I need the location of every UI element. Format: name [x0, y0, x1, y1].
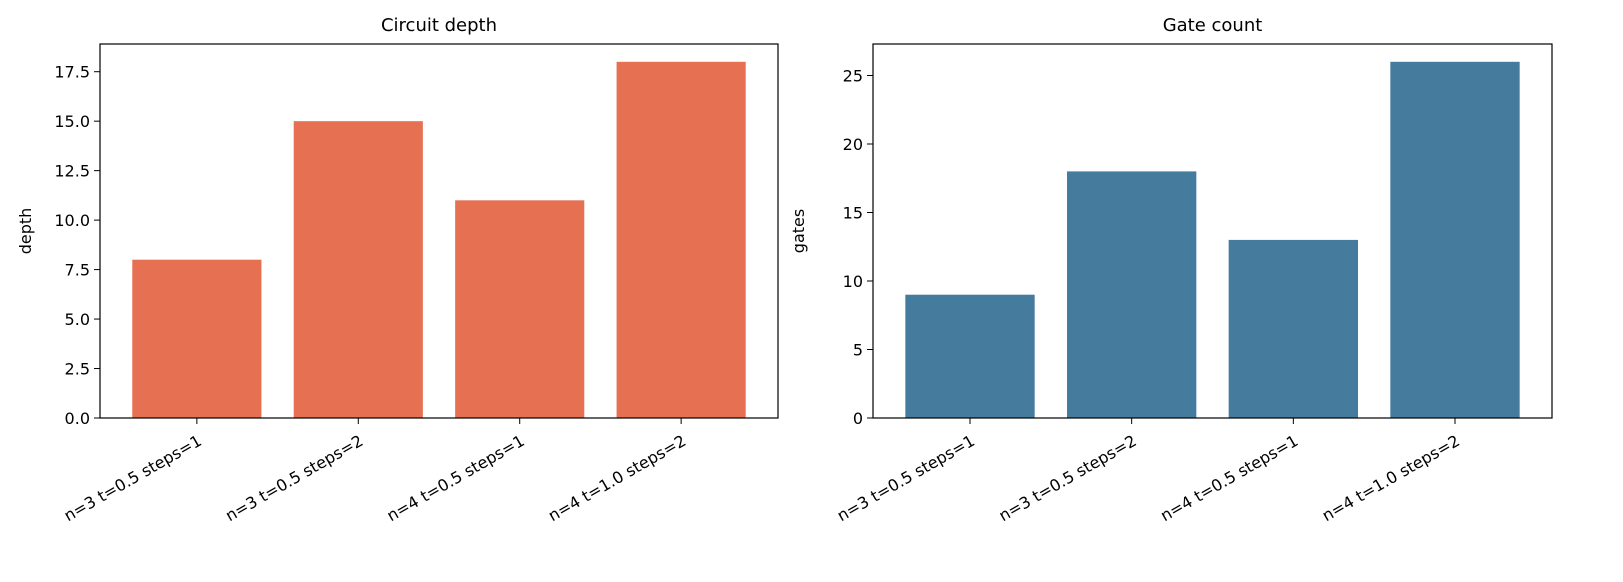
bar	[1390, 61, 1520, 419]
y-tick-label: 15.0	[54, 112, 90, 131]
y-tick-label: 10	[843, 272, 863, 291]
y-tick-label: 10.0	[54, 211, 90, 230]
y-tick-label: 25	[843, 67, 863, 86]
y-tick-label: 0.0	[65, 409, 90, 428]
axes-frame	[872, 43, 1553, 419]
x-tick-label: n=3 t=0.5 steps=1	[61, 431, 205, 525]
bar	[293, 121, 423, 418]
y-axis-label: gates	[789, 209, 808, 253]
x-tick-label: n=3 t=0.5 steps=2	[222, 431, 366, 525]
x-tick-label: n=3 t=0.5 steps=2	[995, 431, 1139, 525]
y-tick-label: 17.5	[54, 63, 90, 82]
y-tick-label: 0	[853, 409, 863, 428]
y-tick-label: 5	[853, 341, 863, 360]
x-tick-label: n=3 t=0.5 steps=1	[834, 431, 978, 525]
chart-title: Gate count	[1163, 15, 1263, 36]
y-tick-label: 15	[843, 204, 863, 223]
y-tick-label: 5.0	[65, 310, 90, 329]
y-tick-label: 12.5	[54, 162, 90, 181]
y-tick-label: 2.5	[65, 360, 90, 379]
y-tick-label: 7.5	[65, 261, 90, 280]
bar	[616, 61, 746, 419]
bar	[905, 294, 1035, 418]
bar	[1228, 239, 1358, 418]
x-tick-label: n=4 t=0.5 steps=1	[383, 431, 527, 525]
bar	[455, 200, 585, 418]
x-tick-label: n=4 t=1.0 steps=2	[1319, 431, 1463, 525]
bar	[1067, 171, 1197, 418]
axes-frame	[99, 43, 779, 419]
x-tick-label: n=4 t=0.5 steps=1	[1157, 431, 1301, 525]
bar	[132, 259, 262, 418]
y-axis-label: depth	[16, 208, 35, 255]
chart-title: Circuit depth	[381, 15, 497, 36]
y-tick-label: 20	[843, 135, 863, 154]
x-tick-label: n=4 t=1.0 steps=2	[545, 431, 689, 525]
